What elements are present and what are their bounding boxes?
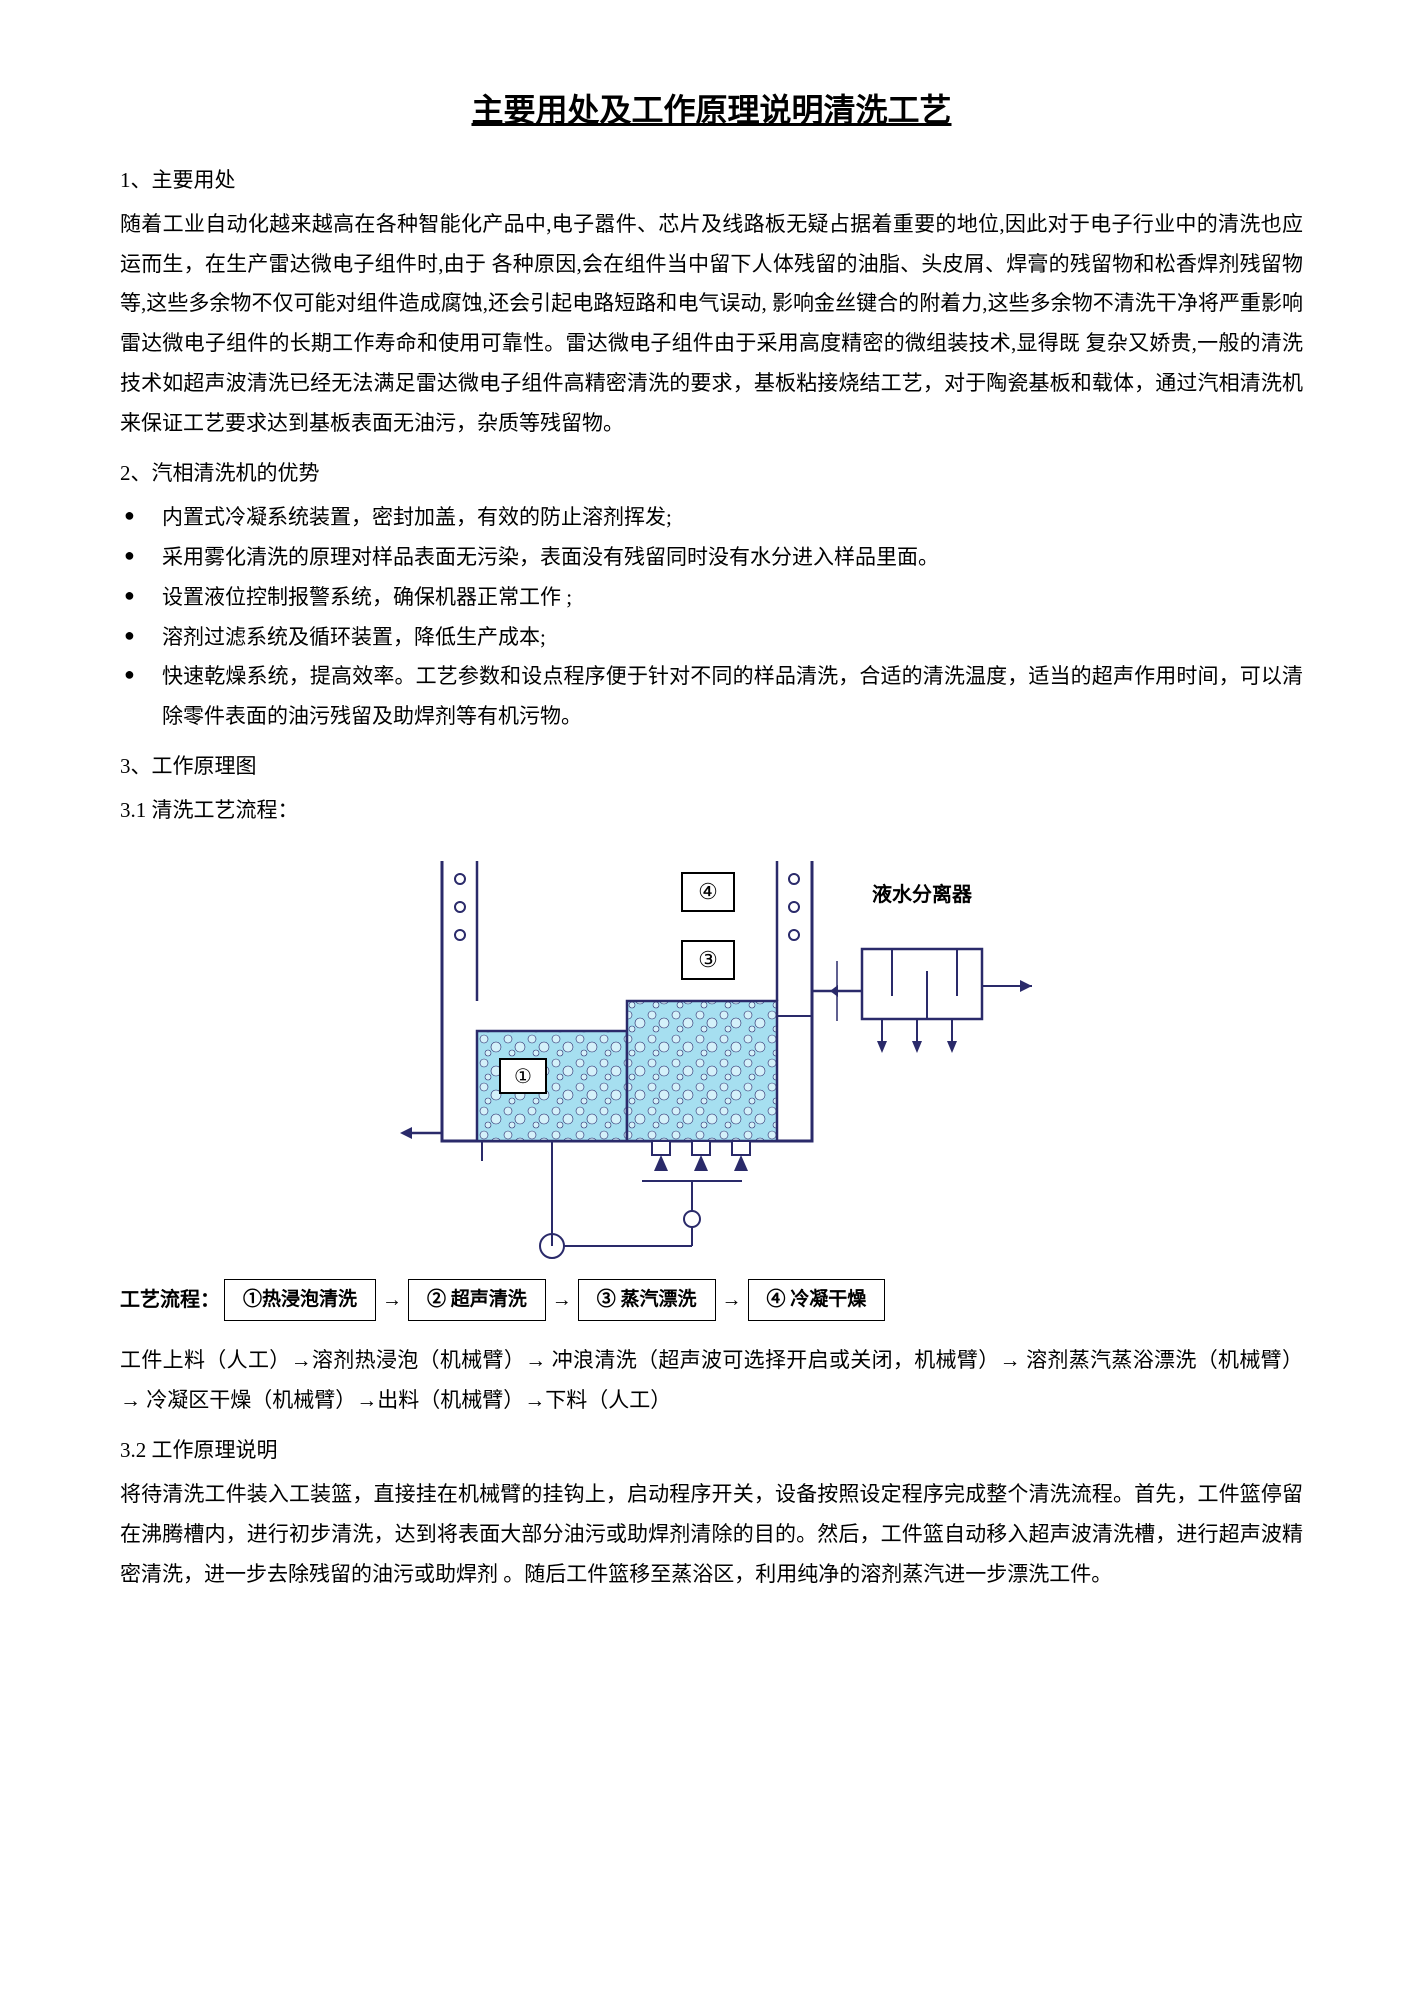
arrow-icon: → (552, 1281, 572, 1319)
list-item: 内置式冷凝系统装置，密封加盖，有效的防止溶剂挥发; (120, 498, 1303, 538)
svg-text:①: ① (514, 1066, 532, 1088)
process-diagram: ④ ③ ① 液水分离器 (120, 841, 1303, 1271)
svg-text:④: ④ (698, 879, 718, 904)
flow-step-3: ③ 蒸汽漂洗 (578, 1279, 716, 1321)
section-1-heading: 1、主要用处 (120, 161, 1303, 201)
flow-step-1: ①热浸泡清洗 (224, 1279, 376, 1321)
flow-step-2: ② 超声清洗 (408, 1279, 546, 1321)
process-flow-row: 工艺流程： ①热浸泡清洗 → ② 超声清洗 → ③ 蒸汽漂洗 → ④ 冷凝干燥 (120, 1279, 1303, 1321)
process-text: 工件上料（人工）→溶剂热浸泡（机械臂）→ 冲浪清洗（超声波可选择开启或关闭，机械… (120, 1341, 1303, 1421)
flow-step-4: ④ 冷凝干燥 (748, 1279, 886, 1321)
arrow-icon: → (722, 1281, 742, 1319)
section-1-paragraph: 随着工业自动化越来越高在各种智能化产品中,电子嚣件、芯片及线路板无疑占据着重要的… (120, 205, 1303, 444)
section-3-1-heading: 3.1 清洗工艺流程： (120, 791, 1303, 831)
list-item: 溶剂过滤系统及循环装置，降低生产成本; (120, 618, 1303, 658)
page-title: 主要用处及工作原理说明清洗工艺 (120, 80, 1303, 141)
section-2-heading: 2、汽相清洗机的优势 (120, 454, 1303, 494)
svg-text:液水分离器: 液水分离器 (872, 882, 973, 906)
list-item: 设置液位控制报警系统，确保机器正常工作 ; (120, 578, 1303, 618)
list-item: 快速乾燥系统，提高效率。工艺参数和设点程序便于针对不同的样品清洗，合适的清洗温度… (120, 657, 1303, 737)
list-item: 采用雾化清洗的原理对样品表面无污染，表面没有残留同时没有水分进入样品里面。 (120, 538, 1303, 578)
section-3-2-heading: 3.2 工作原理说明 (120, 1431, 1303, 1471)
arrow-icon: → (382, 1281, 402, 1319)
advantages-list: 内置式冷凝系统装置，密封加盖，有效的防止溶剂挥发; 采用雾化清洗的原理对样品表面… (120, 498, 1303, 737)
svg-text:③: ③ (698, 947, 718, 972)
section-3-2-paragraph: 将待清洗工件装入工装篮，直接挂在机械臂的挂钩上，启动程序开关，设备按照设定程序完… (120, 1475, 1303, 1595)
section-3-heading: 3、工作原理图 (120, 747, 1303, 787)
flow-label: 工艺流程： (120, 1281, 220, 1319)
